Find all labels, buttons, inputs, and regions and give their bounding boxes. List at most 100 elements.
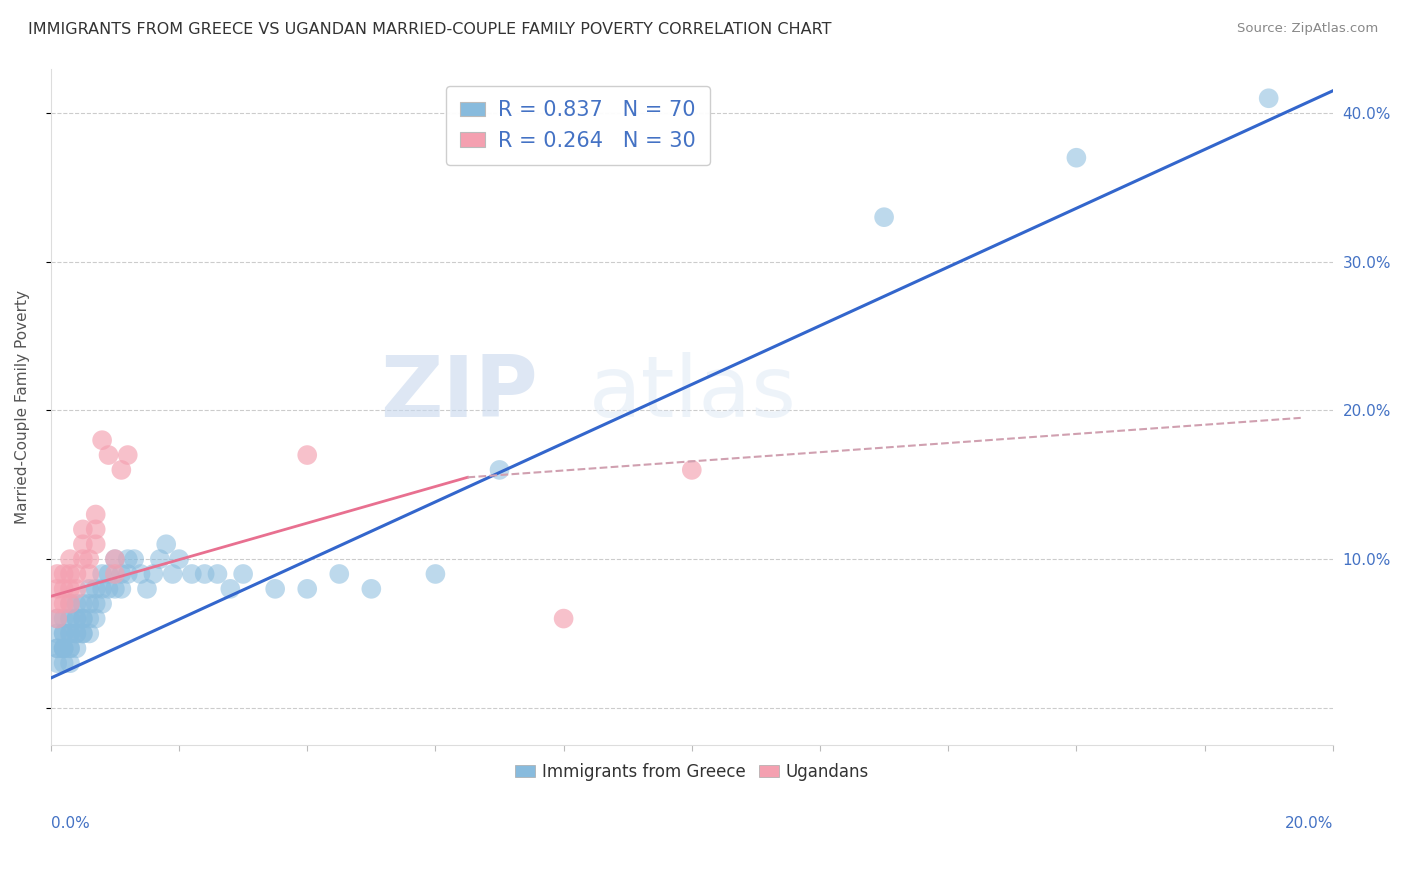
Point: [149, 552, 172, 566]
Point: [65, 626, 87, 640]
Point: [1066, 151, 1088, 165]
Point: [1257, 91, 1279, 105]
Point: [129, 566, 152, 581]
Legend: Immigrants from Greece, Ugandans: Immigrants from Greece, Ugandans: [509, 756, 876, 788]
Text: atlas: atlas: [589, 351, 797, 434]
Point: [79, 626, 101, 640]
Point: [162, 566, 184, 581]
Point: [59, 641, 82, 656]
Point: [79, 582, 101, 596]
Point: [79, 611, 101, 625]
Point: [180, 566, 202, 581]
Point: [97, 448, 120, 462]
Text: 0.0%: 0.0%: [51, 816, 90, 831]
Point: [117, 566, 139, 581]
Point: [207, 566, 229, 581]
Point: [65, 566, 87, 581]
Point: [91, 597, 114, 611]
Point: [84, 537, 107, 551]
Point: [110, 566, 132, 581]
Point: [59, 641, 82, 656]
Point: [52, 626, 75, 640]
Point: [425, 566, 447, 581]
Point: [52, 641, 75, 656]
Point: [360, 582, 382, 596]
Point: [104, 552, 127, 566]
Point: [873, 210, 896, 224]
Point: [65, 611, 87, 625]
Point: [46, 582, 69, 596]
Point: [104, 566, 127, 581]
Point: [97, 566, 120, 581]
Point: [142, 566, 165, 581]
Text: ZIP: ZIP: [380, 351, 538, 434]
Point: [59, 611, 82, 625]
Point: [97, 582, 120, 596]
Point: [104, 582, 127, 596]
Point: [59, 566, 82, 581]
Point: [84, 522, 107, 536]
Y-axis label: Married-Couple Family Poverty: Married-Couple Family Poverty: [15, 290, 30, 524]
Point: [122, 552, 145, 566]
Point: [328, 566, 350, 581]
Point: [167, 552, 190, 566]
Point: [59, 626, 82, 640]
Point: [52, 597, 75, 611]
Point: [52, 582, 75, 596]
Point: [46, 656, 69, 670]
Text: Source: ZipAtlas.com: Source: ZipAtlas.com: [1237, 22, 1378, 36]
Point: [65, 582, 87, 596]
Point: [59, 597, 82, 611]
Point: [65, 611, 87, 625]
Point: [79, 566, 101, 581]
Point: [72, 626, 94, 640]
Point: [46, 566, 69, 581]
Text: 20.0%: 20.0%: [1285, 816, 1333, 831]
Point: [59, 626, 82, 640]
Point: [59, 582, 82, 596]
Point: [110, 582, 132, 596]
Point: [72, 611, 94, 625]
Point: [155, 537, 177, 551]
Point: [84, 508, 107, 522]
Point: [681, 463, 703, 477]
Point: [72, 522, 94, 536]
Point: [72, 611, 94, 625]
Point: [52, 566, 75, 581]
Point: [46, 597, 69, 611]
Point: [72, 626, 94, 640]
Point: [84, 582, 107, 596]
Point: [79, 552, 101, 566]
Point: [46, 626, 69, 640]
Point: [46, 641, 69, 656]
Point: [194, 566, 217, 581]
Point: [65, 641, 87, 656]
Point: [232, 566, 254, 581]
Point: [65, 597, 87, 611]
Point: [264, 582, 287, 596]
Point: [52, 641, 75, 656]
Point: [117, 448, 139, 462]
Point: [91, 566, 114, 581]
Point: [65, 626, 87, 640]
Point: [79, 597, 101, 611]
Point: [59, 656, 82, 670]
Point: [46, 611, 69, 625]
Point: [46, 641, 69, 656]
Point: [117, 552, 139, 566]
Text: IMMIGRANTS FROM GREECE VS UGANDAN MARRIED-COUPLE FAMILY POVERTY CORRELATION CHAR: IMMIGRANTS FROM GREECE VS UGANDAN MARRIE…: [28, 22, 831, 37]
Point: [72, 552, 94, 566]
Point: [46, 611, 69, 625]
Point: [297, 582, 319, 596]
Point: [297, 448, 319, 462]
Point: [104, 552, 127, 566]
Point: [84, 597, 107, 611]
Point: [91, 433, 114, 447]
Point: [219, 582, 242, 596]
Point: [72, 537, 94, 551]
Point: [488, 463, 510, 477]
Point: [72, 597, 94, 611]
Point: [136, 582, 159, 596]
Point: [91, 582, 114, 596]
Point: [59, 552, 82, 566]
